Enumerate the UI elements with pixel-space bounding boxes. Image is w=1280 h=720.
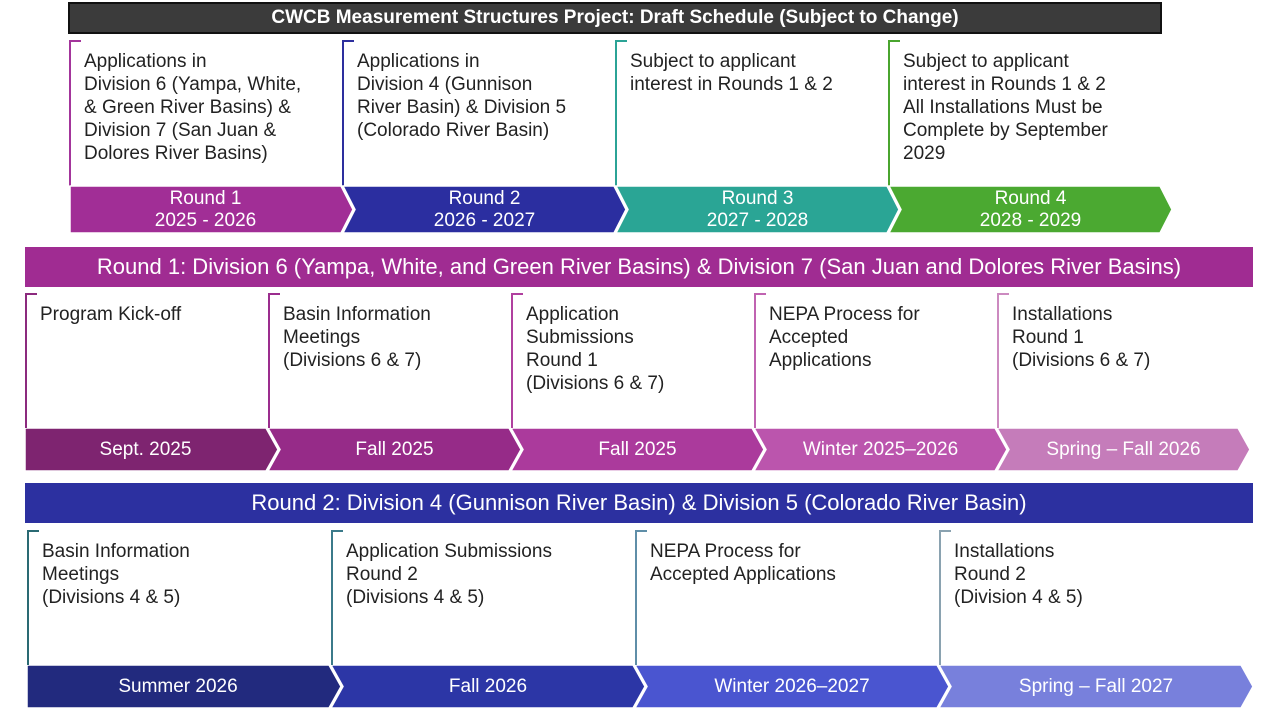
round2-chevron-label-4: Spring – Fall 2027 (1018, 675, 1174, 697)
round1-chevron-3 (509, 427, 765, 472)
card-accent-line (268, 293, 270, 428)
round2-card-2: Application Submissions Round 2 (Divisio… (331, 530, 625, 665)
round1-card-3: Application Submissions Round 1 (Divisio… (511, 293, 744, 428)
card-accent-line (511, 293, 513, 428)
overview-chevron-3 (614, 185, 900, 234)
card-accent-tick (511, 293, 523, 295)
card-accent-tick (888, 40, 900, 42)
card-accent-tick (939, 530, 951, 532)
card-accent-line (997, 293, 999, 428)
round1-chevron-label-2: Fall 2025 (355, 438, 434, 460)
overview-chevron-label-1: Round 1 2025 - 2026 (154, 187, 257, 231)
round1-chevron-label-4: Winter 2025–2026 (802, 438, 959, 460)
card-accent-line (635, 530, 637, 665)
overview-card-text-1: Applications in Division 6 (Yampa, White… (84, 51, 302, 164)
overview-card-3: Subject to applicant interest in Rounds … (615, 40, 878, 186)
round2-card-text-4: Installations Round 2 (Division 4 & 5) (954, 541, 1083, 608)
card-accent-tick (997, 293, 1009, 295)
round2-card-text-2: Application Submissions Round 2 (Divisio… (346, 541, 552, 608)
page-title: CWCB Measurement Structures Project: Dra… (68, 2, 1162, 34)
round1-card-5: Installations Round 1 (Divisions 6 & 7) (997, 293, 1230, 428)
overview-card-text-4: Subject to applicant interest in Rounds … (903, 51, 1108, 164)
overview-card-text-2: Applications in Division 4 (Gunnison Riv… (357, 51, 567, 141)
round1-card-text-2: Basin Information Meetings (Divisions 6 … (283, 304, 431, 371)
round2-chevron-label-2: Fall 2026 (448, 675, 528, 697)
overview-chevron-4 (887, 185, 1173, 234)
card-accent-line (939, 530, 941, 665)
overview-chevron-1 (69, 185, 354, 234)
round2-card-text-3: NEPA Process for Accepted Applications (650, 541, 836, 585)
overview-chevron-2 (341, 185, 627, 234)
card-accent-tick (268, 293, 280, 295)
round2-chevron-3 (633, 664, 950, 709)
card-accent-tick (69, 40, 81, 42)
card-accent-tick (25, 293, 37, 295)
card-accent-line (615, 40, 617, 186)
overview-card-2: Applications in Division 4 (Gunnison Riv… (342, 40, 605, 186)
round2-chevron-label-3: Winter 2026–2027 (714, 675, 870, 697)
round1-card-1: Program Kick-off (25, 293, 258, 428)
round1-card-text-1: Program Kick-off (40, 304, 182, 325)
round1-chevron-2 (266, 427, 522, 472)
round2-card-text-1: Basin Information Meetings (Divisions 4 … (42, 541, 190, 608)
round1-card-text-4: NEPA Process for Accepted Applications (769, 304, 920, 371)
round1-card-text-3: Application Submissions Round 1 (Divisio… (526, 304, 665, 394)
card-accent-tick (27, 530, 39, 532)
overview-card-4: Subject to applicant interest in Rounds … (888, 40, 1151, 186)
overview-card-1: Applications in Division 6 (Yampa, White… (69, 40, 332, 186)
overview-chevron-label-2: Round 2 2026 - 2027 (433, 187, 536, 231)
round2-chevron-2 (329, 664, 646, 709)
round2-chevron-4 (937, 664, 1254, 709)
card-accent-line (331, 530, 333, 665)
card-accent-tick (615, 40, 627, 42)
card-accent-line (25, 293, 27, 428)
round2-card-4: Installations Round 2 (Division 4 & 5) (939, 530, 1233, 665)
overview-chevron-label-4: Round 4 2028 - 2029 (979, 187, 1082, 231)
card-accent-line (888, 40, 890, 186)
round2-card-3: NEPA Process for Accepted Applications (635, 530, 929, 665)
overview-chevron-label-3: Round 3 2027 - 2028 (706, 187, 809, 231)
round2-chevron-1 (26, 664, 342, 709)
round1-card-4: NEPA Process for Accepted Applications (754, 293, 987, 428)
round1-card-2: Basin Information Meetings (Divisions 6 … (268, 293, 501, 428)
round2-card-1: Basin Information Meetings (Divisions 4 … (27, 530, 321, 665)
round1-chevron-4 (752, 427, 1008, 472)
card-accent-line (342, 40, 344, 186)
round1-chevron-label-5: Spring – Fall 2026 (1046, 438, 1201, 460)
round1-card-text-5: Installations Round 1 (Divisions 6 & 7) (1012, 304, 1151, 371)
card-accent-tick (754, 293, 766, 295)
card-accent-line (69, 40, 71, 186)
card-accent-line (27, 530, 29, 665)
round1-chevron-label-3: Fall 2025 (598, 438, 677, 460)
card-accent-tick (635, 530, 647, 532)
round2-chevron-label-1: Summer 2026 (118, 675, 238, 697)
card-accent-tick (331, 530, 343, 532)
overview-card-text-3: Subject to applicant interest in Rounds … (630, 51, 833, 95)
round1-chevron-label-1: Sept. 2025 (99, 438, 192, 460)
round1-chevron-5 (995, 427, 1251, 472)
card-accent-line (754, 293, 756, 428)
round1-chevron-1 (24, 427, 279, 472)
round1-header: Round 1: Division 6 (Yampa, White, and G… (25, 247, 1253, 287)
card-accent-tick (342, 40, 354, 42)
round2-header: Round 2: Division 4 (Gunnison River Basi… (25, 483, 1253, 523)
